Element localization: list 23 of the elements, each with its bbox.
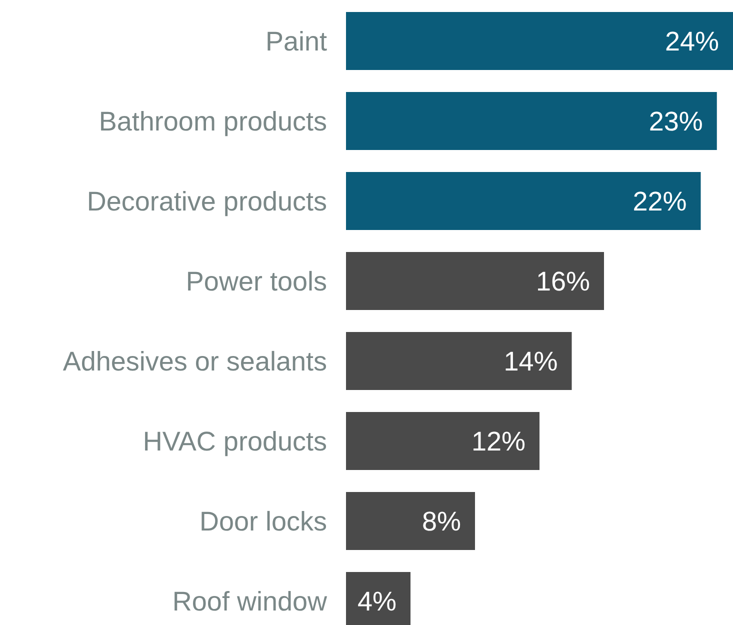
- bar: [346, 92, 717, 150]
- data-label: 4%: [357, 586, 396, 616]
- bar: [346, 412, 540, 470]
- y-tick-label: Paint: [265, 26, 328, 56]
- y-tick-label: Roof window: [172, 586, 328, 616]
- y-tick-label: HVAC products: [142, 426, 327, 456]
- data-label: 22%: [632, 186, 687, 216]
- y-tick-label: Door locks: [199, 506, 327, 536]
- bar: [346, 332, 572, 390]
- y-tick-label: Adhesives or sealants: [62, 346, 327, 376]
- data-label: 12%: [471, 426, 526, 456]
- data-label: 24%: [664, 26, 719, 56]
- bar: [346, 12, 733, 70]
- bar: [346, 172, 701, 230]
- bar: [346, 492, 475, 550]
- data-label: 8%: [422, 506, 461, 536]
- y-tick-label: Bathroom products: [98, 106, 327, 136]
- data-label: 23%: [648, 106, 703, 136]
- data-label: 16%: [536, 266, 590, 296]
- y-tick-label: Decorative products: [86, 186, 327, 216]
- y-tick-label: Power tools: [186, 266, 327, 296]
- bar: [346, 252, 604, 310]
- data-label: 14%: [504, 346, 558, 376]
